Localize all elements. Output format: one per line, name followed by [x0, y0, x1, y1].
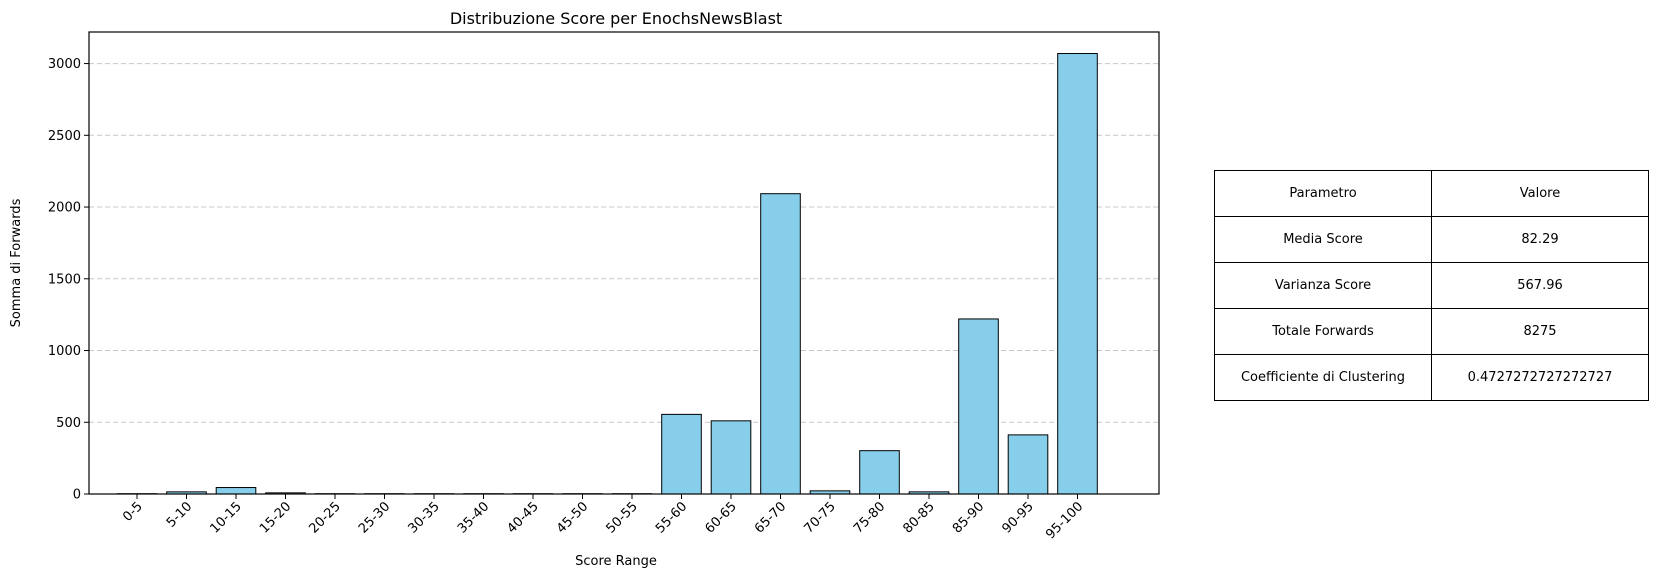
x-tick-label: 50-55	[604, 499, 641, 536]
x-tick-label: 35-40	[455, 499, 492, 536]
y-tick-label: 500	[56, 416, 81, 431]
bar	[710, 420, 752, 495]
x-tick-label: 70-75	[802, 499, 839, 536]
x-axis: 0-5 5-10 10-15 15-20 20-25 25-30 30-35 35-40 40-…	[120, 494, 1086, 542]
x-tick-label: 40-45	[505, 499, 542, 536]
y-axis-label: Somma di Forwards	[9, 198, 24, 327]
bar	[661, 413, 702, 495]
bar	[1057, 53, 1098, 495]
x-tick-label: 15-20	[257, 499, 294, 536]
y-tick-label: 3000	[48, 57, 81, 72]
y-tick-label: 2500	[48, 129, 81, 144]
table-header-cell: Parametro	[1214, 170, 1432, 217]
x-tick-label: 90-95	[1000, 499, 1037, 536]
x-tick-label: 80-85	[901, 499, 938, 536]
table-cell-param: Totale Forwards	[1214, 308, 1432, 355]
bar	[958, 318, 999, 495]
table-row: Totale Forwards 8275	[1214, 308, 1649, 355]
parameters-table-container: Parametro Valore Media Score 82.29 Varia…	[1214, 170, 1649, 401]
plot-frame	[88, 31, 1160, 495]
bar	[1007, 434, 1049, 495]
parameters-table: Parametro Valore Media Score 82.29 Varia…	[1214, 170, 1649, 401]
y-tick-label: 1500	[48, 272, 81, 287]
x-tick-label: 60-65	[703, 499, 740, 536]
table-cell-value: 0.4727272727272727	[1431, 354, 1649, 401]
x-tick-label: 65-70	[752, 499, 789, 536]
x-tick-label: 20-25	[307, 499, 344, 536]
x-tick-label: 75-80	[851, 499, 888, 536]
y-tick-label: 1000	[48, 344, 81, 359]
x-tick-label: 55-60	[653, 499, 690, 536]
table-row: Media Score 82.29	[1214, 216, 1649, 263]
chart-title: Distribuzione Score per EnochsNewsBlast	[450, 9, 782, 28]
bar	[760, 193, 801, 495]
table-row: Coefficiente di Clustering 0.47272727272…	[1214, 354, 1649, 401]
table-cell-value: 567.96	[1431, 262, 1649, 309]
table-cell-value: 82.29	[1431, 216, 1649, 263]
x-axis-label: Score Range	[575, 554, 657, 569]
bar	[215, 487, 257, 495]
y-tick-label: 0	[73, 488, 81, 503]
x-tick-label: 0-5	[120, 499, 146, 525]
table-cell-param: Coefficiente di Clustering	[1214, 354, 1432, 401]
table-cell-param: Varianza Score	[1214, 262, 1432, 309]
table-cell-param: Media Score	[1214, 216, 1432, 263]
x-tick-label: 25-30	[356, 499, 393, 536]
table-row: Varianza Score 567.96	[1214, 262, 1649, 309]
table-header-cell: Valore	[1431, 170, 1649, 217]
y-tick-label: 2000	[48, 201, 81, 216]
bars	[116, 53, 1098, 495]
table-header-row: Parametro Valore	[1214, 170, 1649, 217]
x-tick-label: 85-90	[950, 499, 987, 536]
x-tick-label: 30-35	[406, 499, 443, 536]
x-tick-label: 5-10	[164, 499, 195, 530]
x-tick-label: 10-15	[208, 499, 245, 536]
x-tick-label: 45-50	[554, 499, 591, 536]
bar	[859, 450, 900, 495]
table-cell-value: 8275	[1431, 308, 1649, 355]
y-axis: 0 500 1000 1500 2000 2500 3000	[48, 57, 89, 503]
x-tick-label: 95-100	[1043, 499, 1086, 542]
